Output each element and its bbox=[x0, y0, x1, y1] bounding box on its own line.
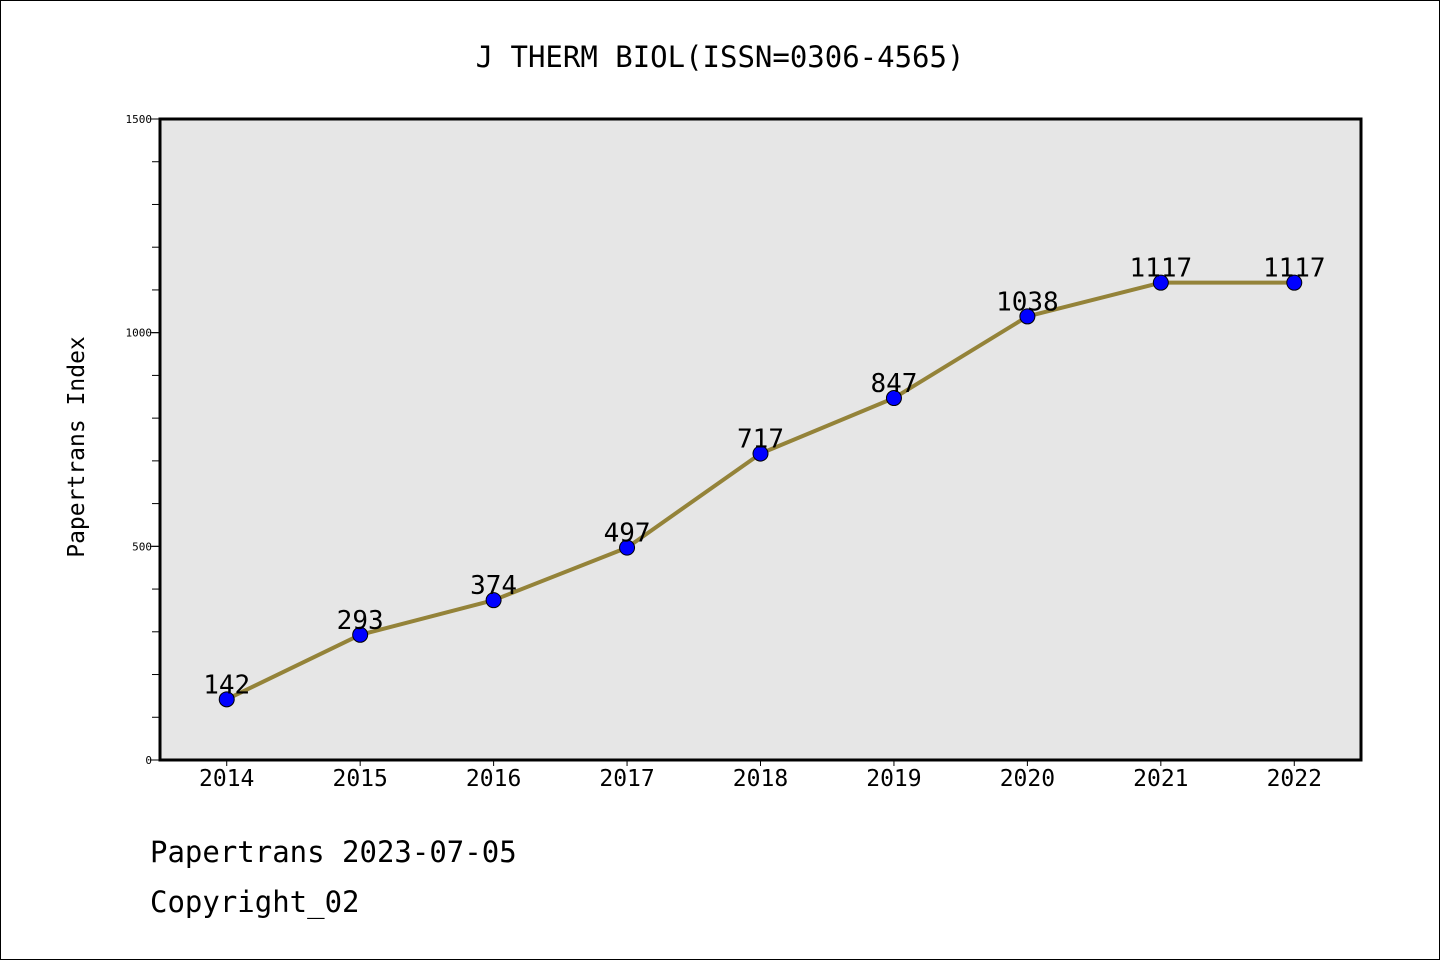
x-tick-label: 2021 bbox=[1133, 766, 1188, 792]
data-point bbox=[218, 691, 235, 708]
x-tick-label: 2019 bbox=[866, 766, 921, 792]
x-tick-label: 2022 bbox=[1267, 766, 1322, 792]
data-label: 1117 bbox=[1130, 254, 1193, 284]
data-point bbox=[352, 626, 369, 643]
data-point bbox=[485, 592, 502, 609]
y-axis-label: Papertrans Index bbox=[64, 336, 90, 558]
data-label: 717 bbox=[737, 425, 784, 455]
chart-title: J THERM BIOL(ISSN=0306-4565) bbox=[476, 40, 965, 74]
footer-date-text: Papertrans 2023-07-05 bbox=[150, 835, 517, 869]
data-point bbox=[885, 390, 902, 407]
data-point bbox=[1286, 274, 1303, 291]
y-tick-label: 500 bbox=[132, 540, 152, 553]
series-layer: 142 293 374 497 717 847 1038 1117 1117 bbox=[203, 254, 1326, 708]
footer-copyright-text: Copyright_02 bbox=[150, 885, 360, 919]
data-label: 847 bbox=[870, 369, 917, 399]
data-label: 142 bbox=[203, 670, 250, 700]
data-label: 1038 bbox=[996, 287, 1059, 317]
data-label: 497 bbox=[604, 519, 651, 549]
x-tick-label: 2018 bbox=[733, 766, 788, 792]
data-point bbox=[752, 445, 769, 462]
data-label: 374 bbox=[470, 571, 517, 601]
x-tick-label: 2014 bbox=[199, 766, 254, 792]
plot-area bbox=[160, 119, 1361, 760]
y-tick-label: 0 bbox=[145, 754, 152, 767]
x-tick-label: 2017 bbox=[599, 766, 654, 792]
data-point bbox=[1152, 274, 1169, 291]
data-point bbox=[619, 539, 636, 556]
x-tick-label: 2020 bbox=[1000, 766, 1055, 792]
data-label: 293 bbox=[337, 606, 384, 636]
data-point bbox=[1019, 308, 1036, 325]
x-tick-label: 2016 bbox=[466, 766, 521, 792]
y-tick-label: 1000 bbox=[126, 327, 153, 340]
data-label: 1117 bbox=[1263, 254, 1326, 284]
y-axis: 0 500 1000 1500 bbox=[126, 113, 160, 767]
x-tick-label: 2015 bbox=[332, 766, 387, 792]
x-axis: 2014 2015 2016 2017 2018 2019 2020 2021 2022 bbox=[199, 760, 1322, 792]
y-tick-label: 1500 bbox=[126, 113, 153, 126]
plot-border bbox=[158, 117, 1363, 762]
